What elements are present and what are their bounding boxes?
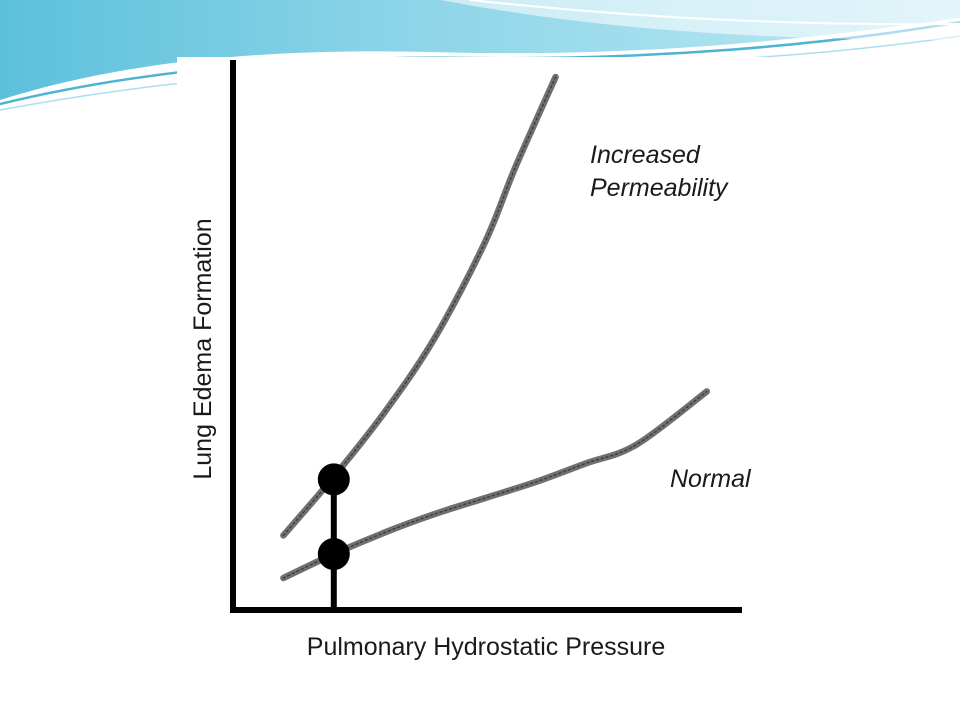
increased-permeability-reference-point <box>317 463 350 496</box>
normal-curve-texture <box>282 390 708 579</box>
x-axis-title: Pulmonary Hydrostatic Pressure <box>307 633 665 661</box>
normal-reference-point <box>317 538 350 571</box>
increased-permeability-label-line2: Permeability <box>590 174 729 202</box>
markers-layer <box>317 463 350 610</box>
increased-permeability-label-line1: Increased <box>590 141 701 169</box>
slide-header-swoosh <box>0 0 960 111</box>
normal-series-label: Normal <box>670 465 752 493</box>
y-axis-title: Lung Edema Formation <box>189 218 217 479</box>
figure-panel: Increased Permeability Normal Pulmonary … <box>177 57 767 662</box>
edema-chart: Increased Permeability Normal Pulmonary … <box>189 60 752 661</box>
